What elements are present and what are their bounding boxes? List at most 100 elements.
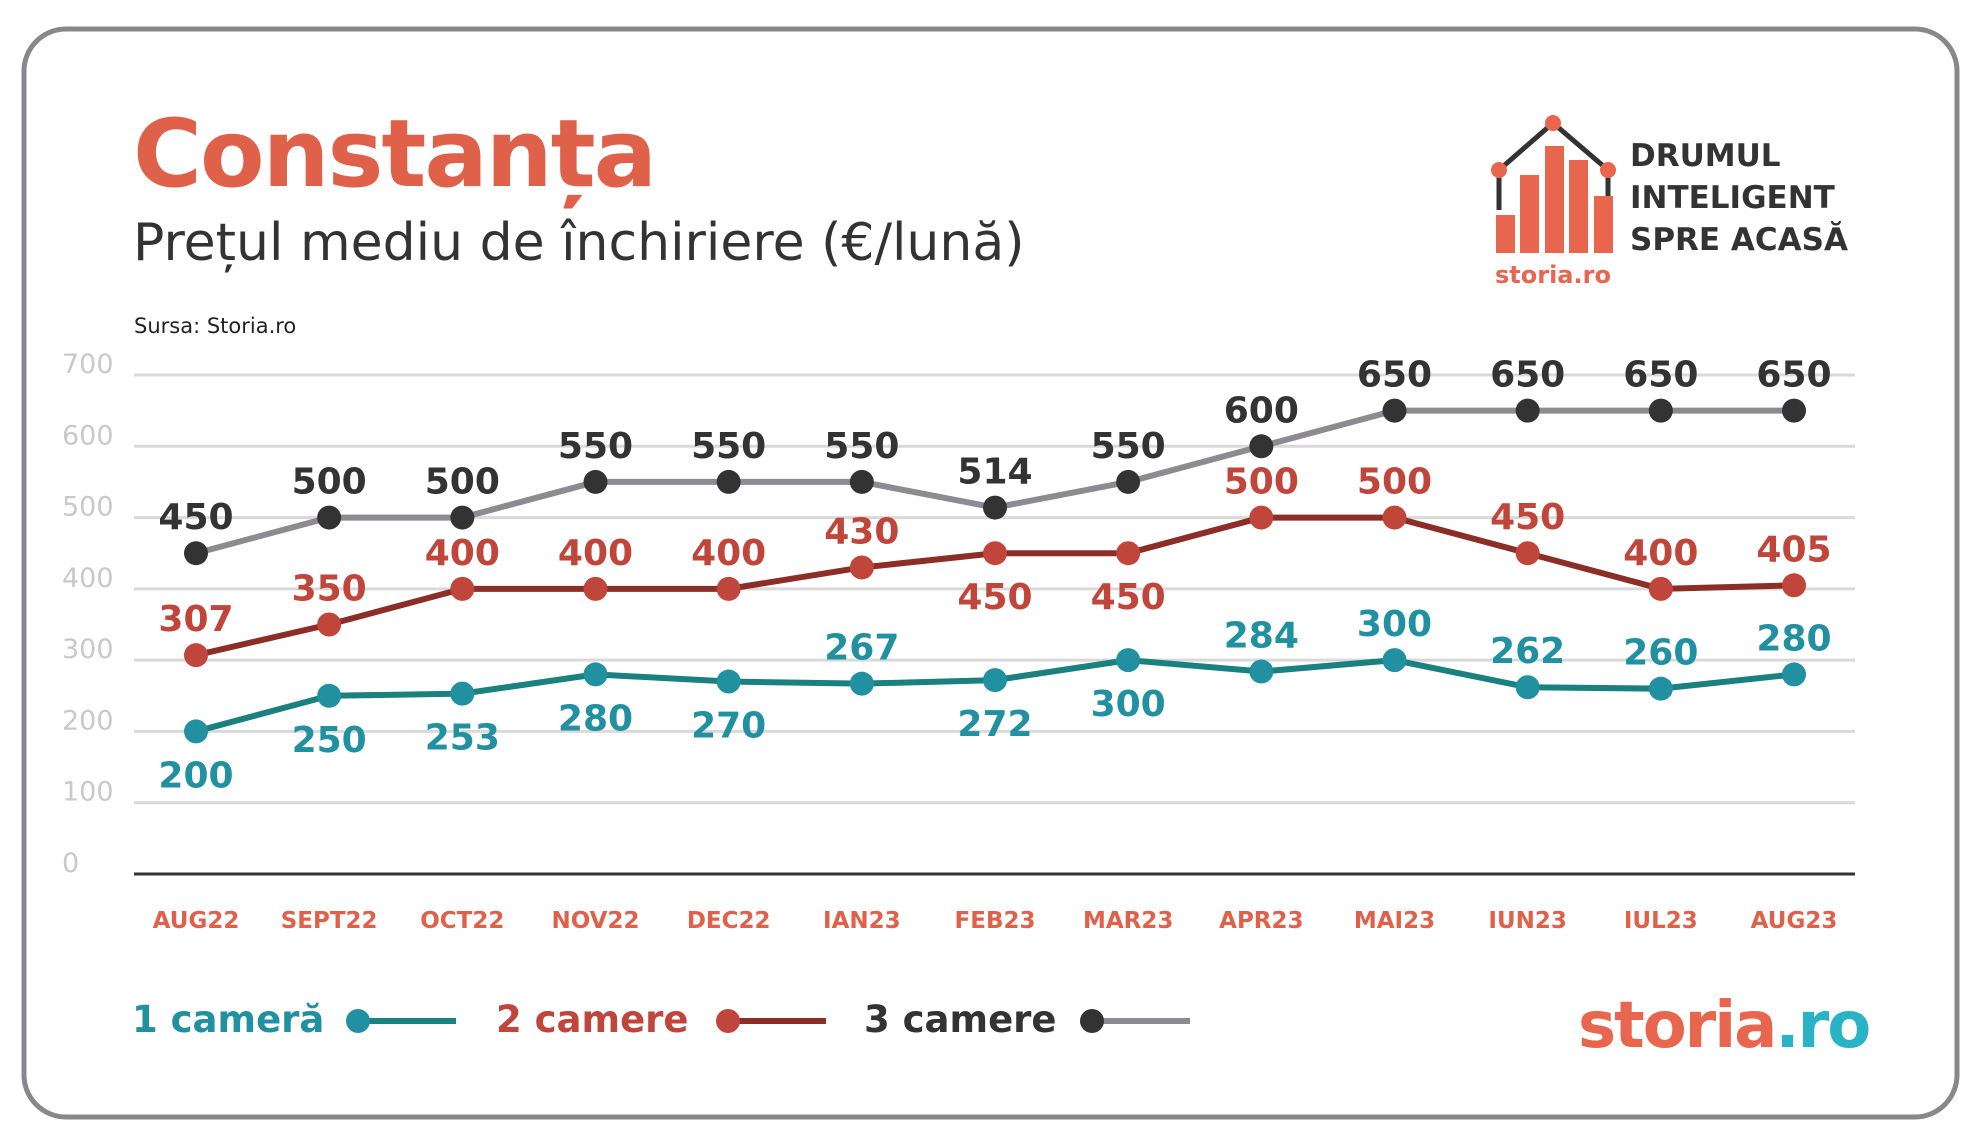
data-label: 270 [691,706,766,747]
x-tick-label: IUN23 [1488,908,1567,934]
x-tick-label: MAI23 [1354,908,1435,934]
legend-marker [346,1009,370,1033]
source-note: Sursa: Storia.ro [134,314,296,338]
data-label: 650 [1623,355,1698,396]
data-labels: 200 250 253 280 270 267 272 300 284 300 262 260 280 3… [158,355,1831,797]
data-point [1648,576,1673,601]
series-lines [184,398,1806,744]
data-point [716,469,741,494]
data-label: 280 [1756,618,1831,659]
data-label: 400 [425,533,500,574]
data-point [1648,676,1673,701]
data-label: 307 [158,599,233,640]
data-point [184,541,208,566]
data-point [1382,398,1407,423]
data-point [1249,434,1274,459]
data-label: 262 [1490,631,1565,672]
data-point [983,495,1007,520]
legend-marker [716,1009,740,1033]
data-label: 430 [824,511,899,552]
data-point [983,668,1007,693]
data-label: 400 [558,533,633,574]
brand-logo: storia.ro DRUMUL INTELIGENT SPRE ACASĂ [1491,115,1848,289]
data-point [583,576,608,601]
subtitle: Prețul mediu de închiriere (€/lună) [133,213,1025,273]
y-tick-label: 300 [62,634,114,665]
y-tick-label: 200 [62,705,114,736]
x-tick-label: FEB23 [955,908,1036,934]
legend-item-2-camere: 2 camere [496,998,826,1041]
data-point [1116,541,1141,566]
data-point [1515,398,1540,423]
data-label: 600 [1224,390,1299,431]
data-label: 514 [957,452,1032,493]
series-2 [184,505,1806,668]
y-tick-label: 0 [62,848,79,879]
data-point [1382,505,1407,530]
data-point [849,469,874,494]
data-point [716,576,741,601]
card-border [21,26,1960,1120]
legend: 1 cameră 2 camere 3 camere [132,998,1190,1041]
data-point [1515,541,1540,566]
data-label: 272 [957,704,1032,745]
data-label: 260 [1623,633,1698,674]
y-tick-label: 600 [62,420,114,451]
footer-logo-main: storia [1578,989,1775,1063]
logo-line-2: INTELIGENT [1630,180,1835,216]
data-label: 280 [558,698,633,739]
data-point [1782,398,1806,423]
logo-line-1: DRUMUL [1630,138,1781,174]
data-point [184,643,208,668]
footer-storia-logo: storia.ro [1578,989,1869,1063]
series-1 [184,648,1806,744]
data-label: 350 [292,569,367,610]
legend-marker [1080,1009,1104,1033]
series-3 [184,398,1806,566]
data-label: 300 [1091,684,1166,725]
data-label: 550 [824,426,899,467]
legend-label: 2 camere [496,998,689,1041]
x-tick-label: AUG22 [153,908,240,934]
data-point [983,541,1007,566]
data-label: 450 [1490,497,1565,538]
legend-item-1-camera: 1 cameră [132,998,456,1041]
data-label: 650 [1357,355,1432,396]
x-tick-label: MAR23 [1083,908,1173,934]
data-label: 550 [691,426,766,467]
data-point [450,505,475,530]
data-label: 405 [1756,529,1831,570]
logo-small-text: storia.ro [1495,261,1611,289]
data-point [1648,398,1673,423]
data-label: 267 [824,628,899,669]
data-point [1249,505,1274,530]
data-point [450,576,475,601]
data-label: 400 [1623,533,1698,574]
data-label: 550 [558,426,633,467]
data-label: 200 [158,755,233,796]
data-point [1116,469,1141,494]
data-point [184,719,208,744]
y-tick-label: 700 [62,349,114,380]
data-point [450,681,475,706]
logo-line-3: SPRE ACASĂ [1630,221,1848,258]
data-point [317,683,342,708]
data-label: 450 [158,497,233,538]
legend-label: 1 cameră [132,998,324,1041]
x-tick-label: OCT22 [420,908,504,934]
y-tick-label: 500 [62,492,114,523]
footer-logo-tld: .ro [1775,989,1869,1063]
data-point [716,669,741,694]
data-point [849,555,874,580]
data-label: 500 [292,462,367,503]
data-label: 650 [1490,355,1565,396]
data-point [1782,662,1806,687]
data-label: 500 [1357,462,1432,503]
data-label: 300 [1357,604,1432,645]
data-point [1116,648,1141,673]
legend-label: 3 camere [864,998,1057,1041]
x-tick-label: NOV22 [552,908,640,934]
data-point [1515,675,1540,700]
data-label: 550 [1091,426,1166,467]
